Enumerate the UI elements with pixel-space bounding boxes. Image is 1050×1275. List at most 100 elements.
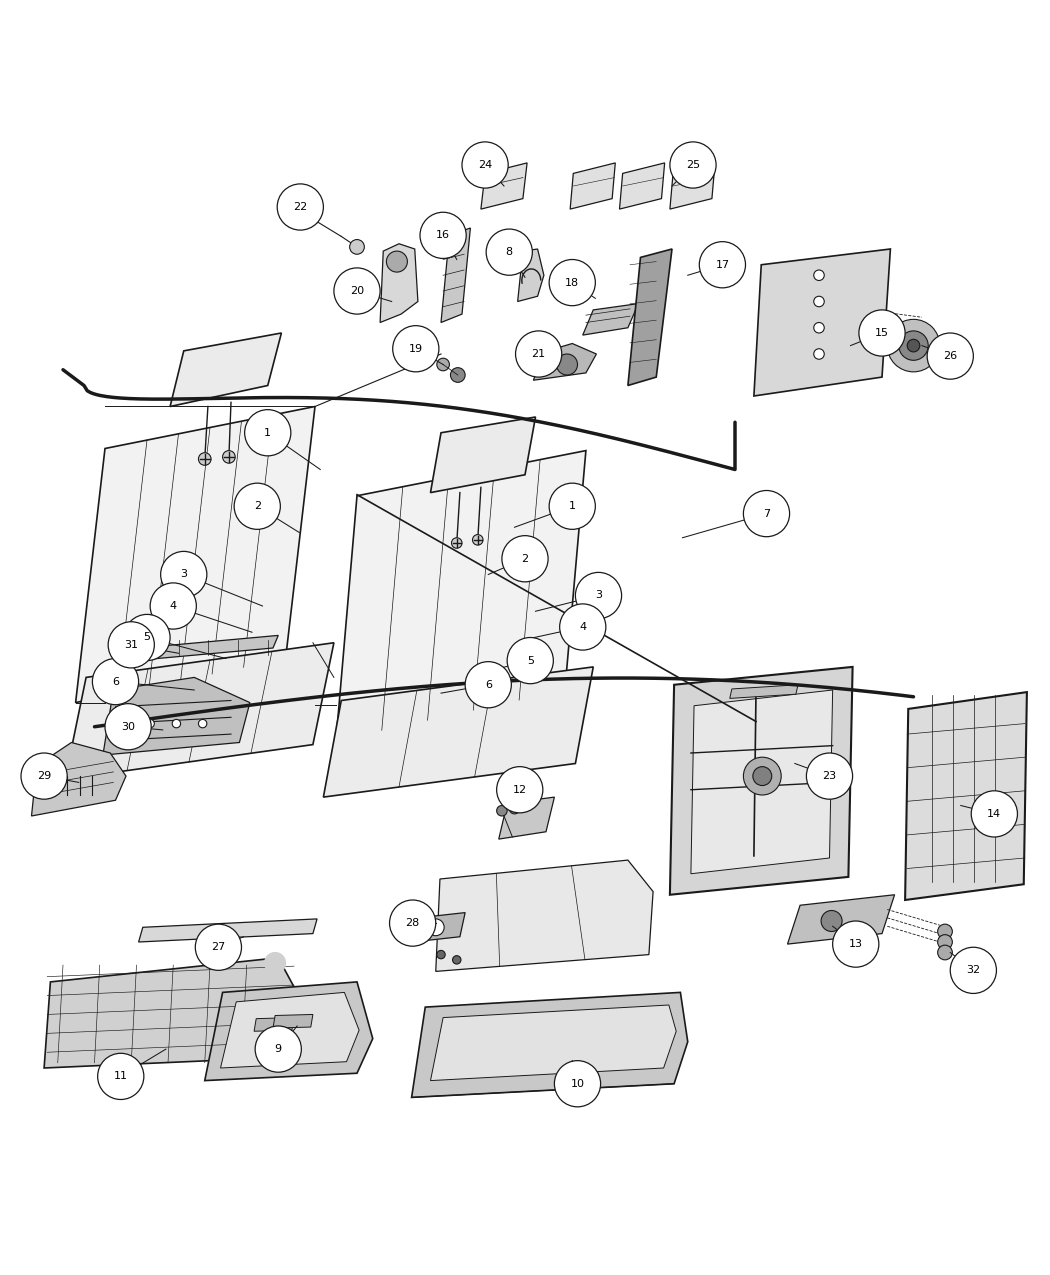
Circle shape [277,184,323,230]
Circle shape [427,919,444,936]
Text: 18: 18 [565,278,580,288]
Polygon shape [436,861,653,972]
Circle shape [245,409,291,456]
Circle shape [195,924,242,970]
Circle shape [472,534,483,546]
Text: 25: 25 [686,159,700,170]
Text: 5: 5 [527,655,533,666]
Polygon shape [32,742,126,816]
Polygon shape [518,249,544,301]
Circle shape [821,910,842,932]
Text: 13: 13 [848,940,863,949]
Polygon shape [441,228,470,323]
Circle shape [814,296,824,307]
Circle shape [161,551,207,598]
Circle shape [887,319,940,372]
Polygon shape [336,450,586,741]
Text: 3: 3 [595,590,602,601]
Circle shape [549,260,595,306]
Text: 17: 17 [715,260,730,270]
Text: 5: 5 [144,632,150,643]
Circle shape [450,367,465,382]
Polygon shape [103,677,250,755]
Polygon shape [380,244,418,323]
Text: 8: 8 [506,247,512,258]
Circle shape [753,766,772,785]
Polygon shape [583,303,638,335]
Text: 20: 20 [350,286,364,296]
Polygon shape [670,163,715,209]
Circle shape [497,766,543,813]
Circle shape [938,935,952,950]
Circle shape [814,349,824,360]
Text: 7: 7 [763,509,770,519]
Circle shape [21,754,67,799]
Circle shape [556,354,578,375]
Circle shape [938,924,952,938]
Circle shape [927,333,973,379]
Text: 32: 32 [966,965,981,975]
Text: 28: 28 [405,918,420,928]
Text: 11: 11 [113,1071,128,1081]
Circle shape [350,240,364,254]
Circle shape [497,806,507,816]
Circle shape [462,142,508,189]
Polygon shape [254,1017,294,1031]
Polygon shape [570,163,615,209]
Circle shape [198,453,211,465]
Circle shape [255,1026,301,1072]
Polygon shape [323,667,593,797]
Polygon shape [481,163,527,209]
Text: 15: 15 [875,328,889,338]
Text: 31: 31 [124,640,139,650]
Text: 14: 14 [987,808,1002,819]
Text: 21: 21 [531,349,546,360]
Polygon shape [44,958,299,1068]
Polygon shape [905,692,1027,900]
Circle shape [390,900,436,946]
Circle shape [437,950,445,959]
Circle shape [743,757,781,796]
Circle shape [971,790,1017,836]
Polygon shape [76,407,315,703]
Circle shape [699,242,746,288]
Text: 19: 19 [408,344,423,353]
Polygon shape [430,1005,676,1081]
Circle shape [859,310,905,356]
Circle shape [150,583,196,629]
Circle shape [575,572,622,618]
Circle shape [108,622,154,668]
Polygon shape [499,797,554,839]
Text: 4: 4 [580,622,586,632]
Polygon shape [670,667,853,895]
Circle shape [670,142,716,189]
Polygon shape [220,992,359,1068]
Circle shape [486,230,532,275]
Polygon shape [139,919,317,942]
Circle shape [833,921,879,968]
Text: 27: 27 [211,942,226,952]
Text: 26: 26 [943,351,958,361]
Circle shape [234,483,280,529]
Circle shape [560,604,606,650]
Text: 30: 30 [121,722,135,732]
Text: 4: 4 [170,601,176,611]
Circle shape [814,323,824,333]
Polygon shape [691,690,833,873]
Circle shape [899,332,928,361]
Text: 6: 6 [485,680,491,690]
Polygon shape [430,417,536,492]
Text: 1: 1 [569,501,575,511]
Circle shape [507,638,553,683]
Text: 3: 3 [181,570,187,580]
Text: 9: 9 [275,1044,281,1054]
Circle shape [92,658,139,705]
Circle shape [516,332,562,377]
Circle shape [334,268,380,314]
Circle shape [743,491,790,537]
Circle shape [465,662,511,708]
Circle shape [549,483,595,529]
Circle shape [172,719,181,728]
Text: 2: 2 [522,553,528,564]
Polygon shape [620,163,665,209]
